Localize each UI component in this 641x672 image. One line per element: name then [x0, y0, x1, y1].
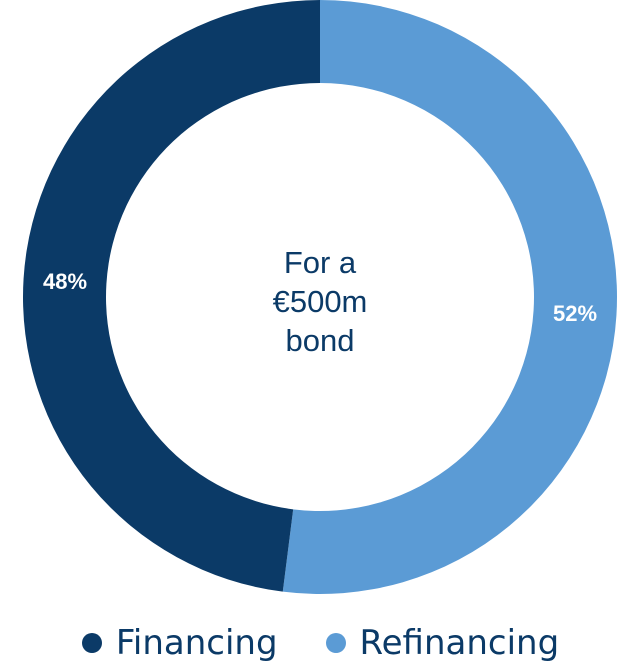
legend: Financing Refinancing — [0, 618, 641, 668]
legend-label-financing: Financing — [115, 623, 278, 663]
legend-dot-refinancing — [325, 633, 346, 653]
donut-svg: 52% 48% — [22, 0, 617, 594]
center-label-line-2: €500m — [272, 284, 368, 319]
donut-slice-refinancing — [282, 0, 617, 594]
center-label-line-1: For a — [283, 245, 357, 280]
legend-item-refinancing: Refinancing — [325, 623, 560, 663]
donut-slices — [22, 0, 617, 594]
donut-slice-labels: 52% 48% — [43, 269, 597, 326]
legend-dot-financing — [81, 633, 102, 653]
legend-item-financing: Financing — [81, 623, 278, 663]
slice-label-financing: 48% — [43, 269, 87, 294]
slice-label-refinancing: 52% — [553, 301, 597, 326]
donut-slice-financing — [22, 0, 320, 592]
center-label: For a €500m bond — [220, 243, 420, 360]
legend-label-refinancing: Refinancing — [359, 623, 560, 663]
center-label-line-3: bond — [285, 323, 355, 358]
